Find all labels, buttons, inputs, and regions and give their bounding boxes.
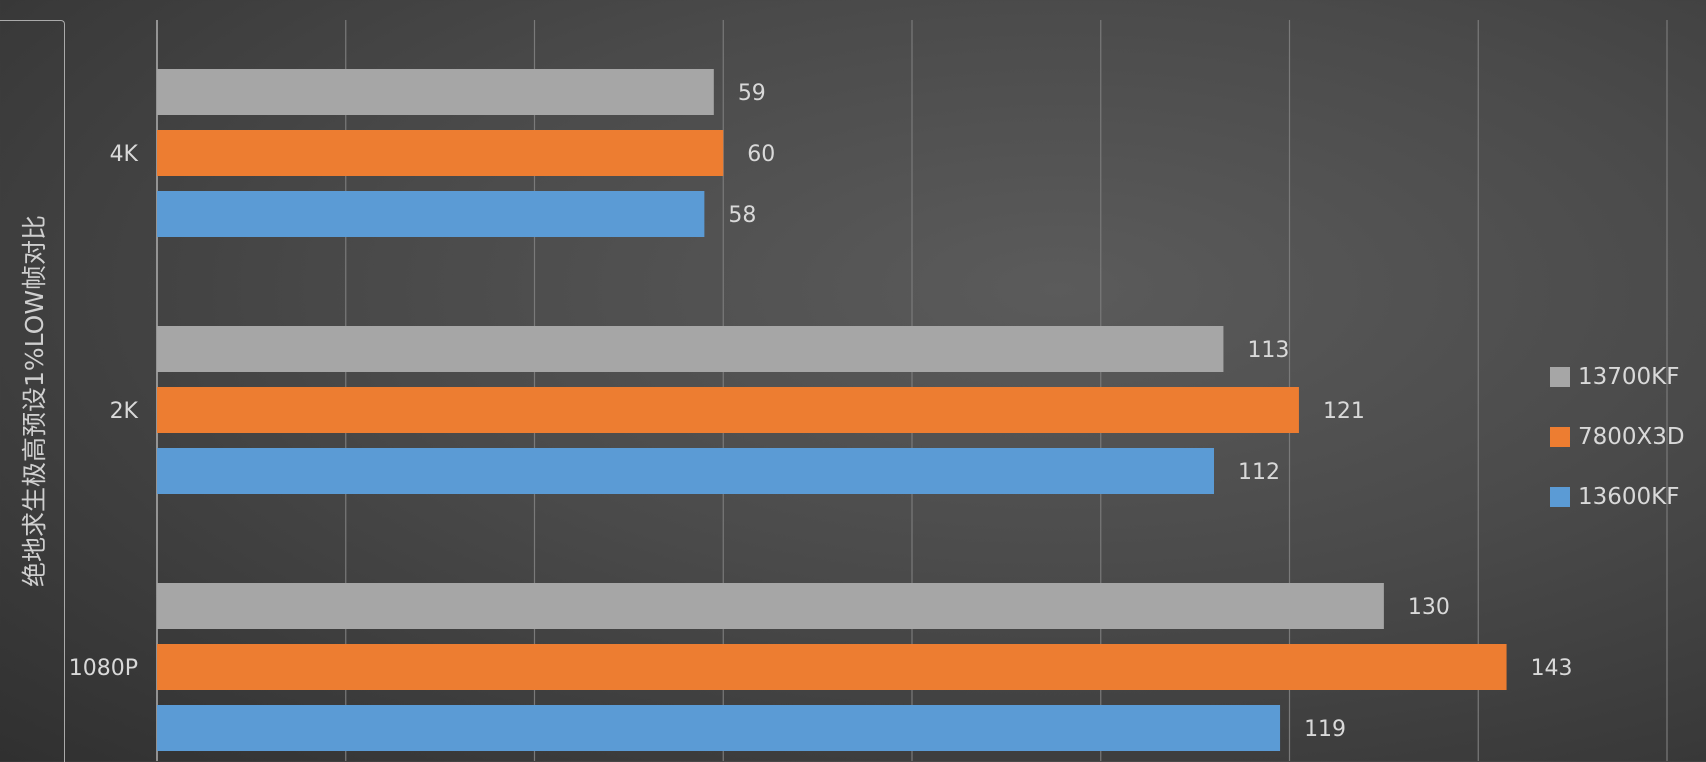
data-label: 59	[738, 81, 766, 106]
bar	[157, 705, 1281, 751]
legend-label: 13600KF	[1578, 484, 1680, 510]
bar	[157, 326, 1224, 372]
data-label: 130	[1408, 595, 1450, 620]
bar	[157, 387, 1299, 433]
data-label: 121	[1323, 399, 1365, 424]
category-label: 4K	[110, 142, 139, 167]
bar	[157, 191, 705, 237]
data-label: 143	[1531, 656, 1573, 681]
data-label: 119	[1304, 717, 1346, 742]
bar	[157, 583, 1384, 629]
data-label: 58	[728, 203, 756, 228]
category-label: 2K	[110, 399, 139, 424]
y-axis-title-box: 绝地求生极高预设1%LOW帧对比	[0, 20, 65, 762]
legend: 13700KF 7800X3D 13600KF	[1550, 362, 1685, 542]
bar	[157, 448, 1214, 494]
bar	[157, 69, 714, 115]
data-label: 60	[747, 142, 775, 167]
legend-item: 7800X3D	[1550, 422, 1685, 452]
category-label: 1080P	[69, 656, 138, 681]
legend-swatch	[1550, 367, 1570, 387]
legend-label: 13700KF	[1578, 364, 1680, 390]
data-label: 113	[1247, 338, 1289, 363]
legend-swatch	[1550, 427, 1570, 447]
legend-swatch	[1550, 487, 1570, 507]
bar	[157, 644, 1507, 690]
data-label: 112	[1238, 460, 1280, 485]
legend-item: 13700KF	[1550, 362, 1685, 392]
legend-label: 7800X3D	[1578, 424, 1685, 450]
legend-item: 13600KF	[1550, 482, 1685, 512]
bar	[157, 130, 724, 176]
